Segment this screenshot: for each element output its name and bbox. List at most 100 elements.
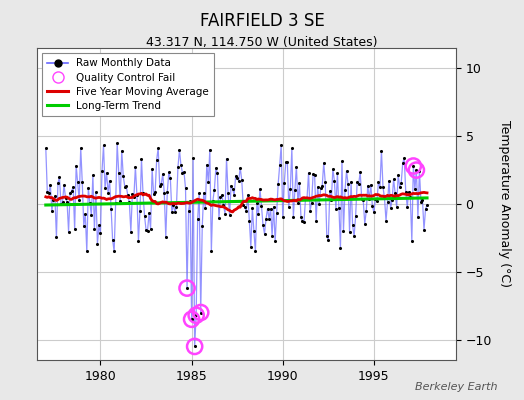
Point — [321, 179, 330, 186]
Point — [280, 180, 288, 186]
Point — [417, 198, 425, 205]
Point — [77, 145, 85, 151]
Point — [362, 208, 370, 214]
Point — [285, 204, 293, 210]
Point — [181, 185, 190, 192]
Point — [341, 187, 349, 194]
Point — [342, 168, 351, 174]
Point — [244, 192, 252, 198]
Point — [190, 343, 199, 350]
Point — [171, 209, 179, 215]
Point — [189, 155, 198, 162]
Point — [149, 191, 158, 197]
Point — [348, 222, 357, 229]
Point — [276, 162, 284, 168]
Point — [399, 160, 407, 166]
Point — [418, 196, 427, 203]
Point — [295, 180, 303, 186]
Text: Berkeley Earth: Berkeley Earth — [416, 382, 498, 392]
Point — [178, 170, 187, 176]
Point — [113, 140, 122, 146]
Point — [312, 218, 320, 224]
Point — [344, 181, 352, 187]
Point — [356, 169, 364, 175]
Point — [300, 219, 308, 226]
Point — [303, 195, 311, 201]
Point — [160, 190, 168, 196]
Point — [134, 238, 143, 244]
Point — [253, 200, 261, 206]
Point — [313, 184, 322, 190]
Point — [210, 186, 219, 193]
Point — [57, 201, 65, 208]
Point — [70, 226, 79, 232]
Point — [352, 213, 360, 219]
Point — [423, 202, 431, 208]
Point — [371, 196, 379, 202]
Point — [145, 210, 153, 216]
Point — [68, 188, 76, 194]
Point — [242, 208, 250, 214]
Point — [306, 208, 314, 214]
Point — [73, 179, 82, 186]
Point — [336, 245, 345, 251]
Point — [283, 158, 291, 165]
Point — [119, 173, 127, 179]
Point — [124, 192, 132, 199]
Point — [212, 165, 220, 171]
Point — [69, 184, 78, 190]
Point — [340, 228, 348, 234]
Point — [220, 202, 228, 208]
Point — [320, 160, 328, 166]
Point — [353, 179, 362, 186]
Point — [279, 214, 287, 220]
Point — [260, 230, 269, 237]
Point — [146, 225, 155, 232]
Point — [222, 155, 231, 162]
Point — [345, 229, 354, 235]
Point — [274, 180, 282, 187]
Point — [184, 208, 193, 214]
Point — [373, 198, 381, 204]
Point — [380, 195, 389, 201]
Point — [139, 190, 147, 196]
Point — [288, 145, 296, 152]
Point — [61, 195, 70, 201]
Point — [251, 248, 259, 255]
Point — [186, 198, 194, 204]
Point — [152, 156, 161, 163]
Point — [377, 148, 386, 154]
Point — [364, 182, 372, 189]
Point — [121, 184, 129, 190]
Point — [414, 214, 422, 220]
Point — [174, 164, 182, 171]
Point — [177, 162, 185, 168]
Point — [207, 248, 215, 255]
Point — [333, 170, 342, 176]
Point — [192, 312, 200, 318]
Point — [409, 163, 418, 169]
Point — [262, 216, 270, 222]
Point — [308, 200, 316, 206]
Point — [151, 189, 159, 195]
Point — [403, 204, 411, 210]
Point — [83, 248, 91, 255]
Point — [221, 210, 229, 217]
Point — [92, 189, 100, 195]
Point — [190, 343, 199, 350]
Point — [389, 176, 398, 182]
Point — [281, 159, 290, 166]
Point — [200, 190, 208, 196]
Point — [108, 237, 117, 243]
Point — [420, 227, 428, 233]
Point — [233, 174, 242, 181]
Point — [72, 162, 80, 169]
Point — [198, 223, 206, 230]
Point — [159, 171, 167, 177]
Point — [289, 214, 298, 220]
Point — [265, 216, 273, 222]
Point — [90, 225, 99, 232]
Point — [93, 240, 102, 247]
Point — [357, 196, 366, 202]
Point — [102, 170, 111, 176]
